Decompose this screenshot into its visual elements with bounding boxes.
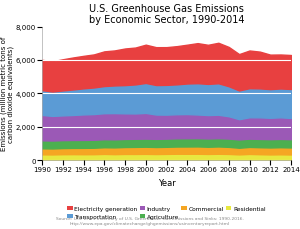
Text: http://www.epa.gov/climatechange/ghgemissions/usinventoryreport.html: http://www.epa.gov/climatechange/ghgemis… <box>70 221 230 225</box>
X-axis label: Year: Year <box>158 178 175 187</box>
Title: U.S. Greenhouse Gas Emissions
by Economic Sector, 1990-2014: U.S. Greenhouse Gas Emissions by Economi… <box>89 4 244 25</box>
Text: Source: U.S. EPA's Inventory of U.S. Greenhouse Gas Emissions and Sinks: 1990-20: Source: U.S. EPA's Inventory of U.S. Gre… <box>56 216 244 220</box>
Legend: Electricity generation, Transportation, Industry, Agriculture, Commercial, Resid: Electricity generation, Transportation, … <box>67 206 266 219</box>
Y-axis label: Emissions (million metric tons of
carbon dioxide equivalents): Emissions (million metric tons of carbon… <box>0 37 14 151</box>
